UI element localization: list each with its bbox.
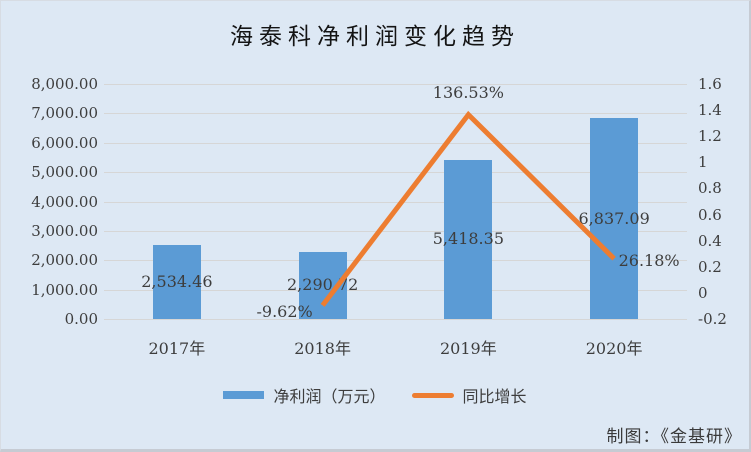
left-axis-tick-5: 3,000.00: [31, 221, 98, 240]
gridline: [104, 113, 687, 115]
left-axis-tick-7: 1,000.00: [31, 280, 98, 299]
x-axis-label-2: 2019年: [440, 339, 497, 358]
legend-label-net-profit: 净利润（万元）: [273, 389, 386, 406]
net-profit-swatch: [223, 391, 265, 399]
legend-label-yoy-growth: 同比增长: [462, 389, 527, 406]
gridline: [104, 319, 687, 320]
right-axis-tick-5: 0.6: [698, 205, 722, 224]
line-value-label-1: -9.62%: [256, 302, 313, 322]
chart-title: 海泰科净利润变化趋势: [230, 24, 520, 50]
bar-value-label-3: 6,837.09: [578, 208, 650, 228]
bar-value-label-1: 2,290.72: [287, 275, 359, 295]
bar-value-label-2: 5,418.35: [432, 229, 504, 249]
yoy-growth-swatch: [411, 392, 454, 398]
left-axis-tick-4: 4,000.00: [31, 192, 98, 211]
bar-value-label-0: 2,534.46: [141, 271, 213, 291]
right-axis-tick-1: 1.4: [698, 101, 722, 120]
right-axis-tick-7: 0.2: [698, 257, 722, 276]
left-axis-tick-1: 7,000.00: [31, 104, 98, 123]
gridline: [104, 84, 687, 85]
right-axis-tick-6: 0.4: [698, 231, 722, 250]
right-axis-tick-8: 0: [698, 283, 708, 302]
legend-item-net-profit: 净利润（万元）: [223, 383, 386, 407]
x-axis-label-3: 2020年: [585, 339, 643, 358]
left-axis-tick-8: 0.00: [64, 310, 98, 328]
legend-item-yoy-growth: 同比增长: [411, 383, 527, 407]
x-axis-label-1: 2018年: [294, 339, 351, 358]
left-axis-tick-0: 8,000.00: [31, 75, 98, 93]
line-value-label-3: 26.18%: [618, 250, 680, 270]
right-axis-tick-4: 0.8: [698, 179, 722, 198]
left-axis-tick-2: 6,000.00: [31, 133, 98, 152]
line-value-label-2: 136.53%: [432, 82, 504, 102]
attribution: 制图：《金基研》: [606, 427, 742, 446]
right-axis-tick-9: -0.2: [698, 310, 727, 328]
left-axis-tick-6: 2,000.00: [31, 251, 98, 270]
right-axis-tick-0: 1.6: [698, 75, 722, 93]
legend: 净利润（万元） 同比增长: [1, 383, 749, 407]
right-axis-tick-2: 1.2: [698, 127, 722, 146]
right-axis-tick-3: 1: [698, 153, 708, 172]
bar-2017年: [152, 244, 201, 319]
left-axis-tick-3: 5,000.00: [31, 163, 98, 182]
x-axis-label-0: 2017年: [148, 339, 206, 358]
